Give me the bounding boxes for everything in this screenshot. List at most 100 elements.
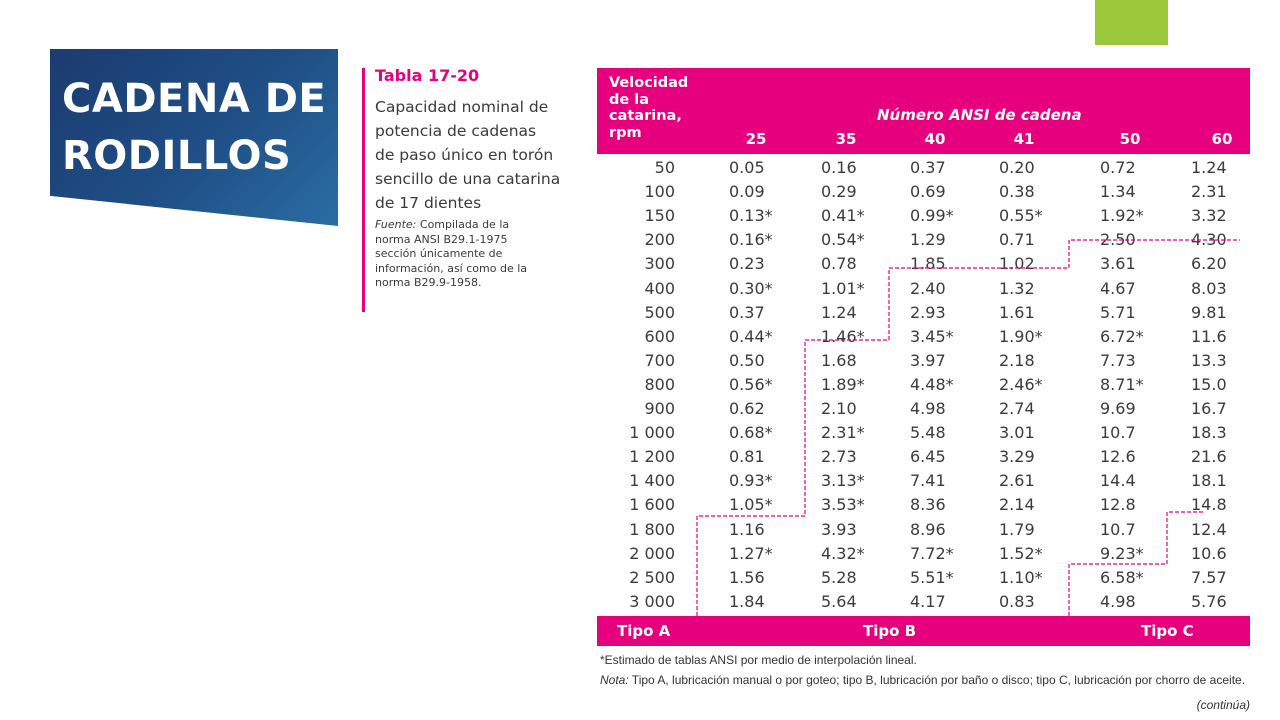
- power-cell: 11.6: [1191, 326, 1227, 346]
- power-cell: 1.85: [910, 254, 946, 274]
- table-header: Velocidad de la catarina, rpm Número ANS…: [597, 68, 1250, 154]
- power-cell: 9.69: [1100, 399, 1136, 418]
- power-cell: 5.71: [1100, 302, 1136, 322]
- slide-title-line-2: RODILLOS: [62, 133, 292, 179]
- power-cell: 0.29: [821, 182, 857, 202]
- divider-type-b-c: [1068, 511, 1204, 616]
- table-row: 1 400 0.93* 3.13* 7.41 2.61 14.4 18.1: [597, 467, 1250, 491]
- power-cell: 5.76: [1191, 591, 1227, 611]
- power-cell: 0.50: [729, 350, 765, 370]
- power-cell: 12.8: [1100, 495, 1136, 515]
- title-banner: CADENA DE RODILLOS: [50, 49, 338, 226]
- power-cell: 0.37: [910, 158, 946, 177]
- source-line: norma B29.9-1958.: [375, 276, 482, 289]
- ansi-number-header: Número ANSI de cadena: [877, 106, 1082, 124]
- tipo-b-label: Tipo B: [863, 622, 917, 640]
- source-text: Compilada de la: [416, 218, 510, 231]
- power-cell: 1.61: [999, 302, 1035, 322]
- power-cell: 3.97: [910, 350, 946, 370]
- table-row: 600 0.44* 1.46* 3.45* 1.90* 6.72* 11.6: [597, 323, 1250, 347]
- green-accent-square: [1095, 0, 1168, 45]
- table-row: 1 600 1.05* 3.53* 8.36 2.14 12.8 14.8: [597, 491, 1250, 515]
- power-cell: 4.98: [1100, 591, 1136, 611]
- power-cell: 0.93*: [729, 471, 773, 491]
- rpm-cell: 1 800: [629, 519, 675, 539]
- power-cell: 1.79: [999, 519, 1035, 539]
- power-cell: 0.72: [1100, 158, 1136, 177]
- rpm-cell: 800: [644, 374, 675, 394]
- power-cell: 3.01: [999, 423, 1035, 443]
- rpm-cell: 900: [644, 399, 675, 418]
- column-header-35: 35: [835, 130, 857, 148]
- power-cell: 0.38: [999, 182, 1035, 202]
- power-cell: 0.13*: [729, 206, 773, 226]
- power-cell: 0.56*: [729, 374, 773, 394]
- power-cell: 0.37: [729, 302, 765, 322]
- power-cell: 0.83: [999, 591, 1035, 611]
- rpm-cell: 3 000: [629, 591, 675, 611]
- table-row: 400 0.30* 1.01* 2.40 1.32 4.67 8.03: [597, 275, 1250, 299]
- description-line: de paso único en torón: [375, 146, 554, 164]
- power-cell: 6.72*: [1100, 326, 1144, 346]
- speed-header-line: Velocidad: [609, 75, 689, 91]
- power-cell: 2.31*: [821, 423, 865, 443]
- power-cell: 2.10: [821, 399, 857, 418]
- power-cell: 10.7: [1100, 423, 1136, 443]
- table-row: 1 200 0.81 2.73 6.45 3.29 12.6 21.6: [597, 443, 1250, 467]
- power-cell: 0.05: [729, 158, 765, 177]
- power-cell: 2.18: [999, 350, 1035, 370]
- rpm-cell: 50: [654, 158, 675, 177]
- power-cell: 1.24: [821, 302, 857, 322]
- power-cell: 8.71*: [1100, 374, 1144, 394]
- power-cell: 8.96: [910, 519, 946, 539]
- table-row: 50 0.05 0.16 0.37 0.20 0.72 1.24: [597, 154, 1250, 178]
- power-cell: 1.01*: [821, 278, 865, 298]
- power-cell: 12.6: [1100, 447, 1136, 467]
- power-cell: 9.23*: [1100, 543, 1144, 563]
- description-line: Capacidad nominal de: [375, 98, 549, 116]
- rpm-cell: 1 000: [629, 423, 675, 443]
- power-cell: 7.57: [1191, 567, 1227, 587]
- column-header-60: 60: [1211, 130, 1233, 148]
- power-cell: 2.93: [910, 302, 946, 322]
- power-cell: 0.99*: [910, 206, 954, 226]
- rpm-cell: 2 000: [629, 543, 675, 563]
- speed-header-line: rpm: [609, 124, 642, 141]
- source-line: información, así como de la: [375, 261, 528, 275]
- power-cell: 2.61: [999, 471, 1035, 491]
- source-line: norma ANSI B29.1-1975: [375, 232, 508, 246]
- power-cell: 1.10*: [999, 567, 1043, 587]
- power-cell: 2.50: [1100, 230, 1136, 250]
- power-cell: 6.45: [910, 447, 946, 467]
- power-cell: 1.34: [1100, 182, 1136, 202]
- side-accent-bar: [362, 68, 365, 312]
- table-row: 150 0.13* 0.41* 0.99* 0.55* 1.92* 3.32: [597, 202, 1250, 226]
- power-cell: 16.7: [1191, 399, 1227, 418]
- power-cell: 14.8: [1191, 495, 1227, 515]
- power-cell: 1.29: [910, 230, 946, 250]
- speed-column-header: Velocidad de la catarina, rpm: [609, 75, 688, 141]
- power-cell: 0.30*: [729, 278, 773, 298]
- power-cell: 0.16: [821, 158, 857, 177]
- power-cell: 1.52*: [999, 543, 1043, 563]
- power-cell: 1.32: [999, 278, 1035, 298]
- rpm-cell: 150: [644, 206, 675, 226]
- lubrication-type-dividers: [696, 239, 1240, 616]
- tipo-a-label: Tipo A: [617, 622, 671, 640]
- power-cell: 1.68: [821, 350, 857, 370]
- power-cell: 15.0: [1191, 374, 1227, 394]
- rpm-cell: 500: [644, 302, 675, 322]
- power-cell: 7.73: [1100, 350, 1136, 370]
- power-cell: 4.30: [1191, 230, 1227, 250]
- power-cell: 0.62: [729, 399, 765, 418]
- table-body: 50 0.05 0.16 0.37 0.20 0.72 1.24 100 0.09 0.29 0.6…: [597, 154, 1250, 616]
- power-cell: 0.68*: [729, 423, 773, 443]
- power-cell: 1.92*: [1100, 206, 1144, 226]
- source-line: sección únicamente de: [375, 247, 503, 260]
- power-cell: 3.45*: [910, 326, 954, 346]
- table-row: 1 000 0.68* 2.31* 5.48 3.01 10.7 18.3: [597, 419, 1250, 443]
- power-cell: 0.20: [999, 158, 1035, 177]
- rpm-cell: 300: [644, 254, 675, 274]
- power-cell: 5.28: [821, 567, 857, 587]
- table-source: Fuente: Compilada de la norma ANSI B29.1…: [375, 218, 575, 291]
